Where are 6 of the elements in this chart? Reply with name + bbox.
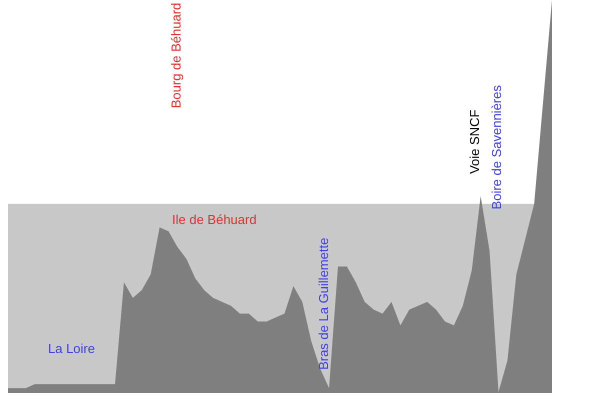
annotation: La Loire (48, 341, 95, 356)
annotation: Boire de Savennières (489, 84, 504, 210)
annotation: Ile de Béhuard (172, 212, 257, 227)
annotation: Bourg de Béhuard (168, 2, 184, 108)
annotation: Bras de La Guillemette (316, 238, 332, 370)
annotation: Voie SNCF (467, 110, 482, 174)
